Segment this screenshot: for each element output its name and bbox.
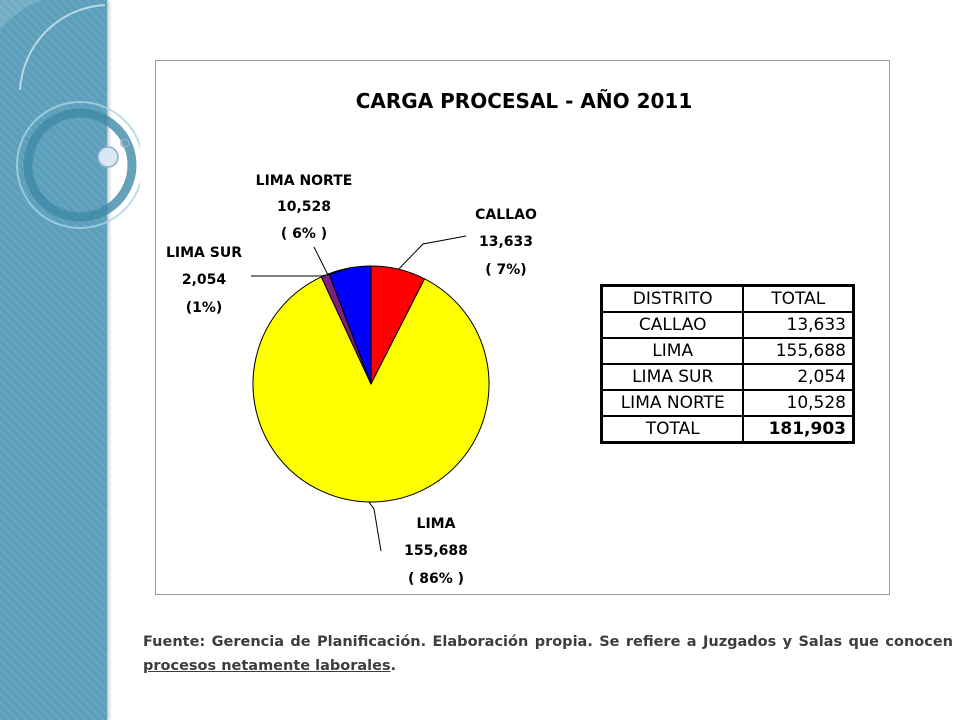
label-pct-lima-norte: ( 6% ) bbox=[281, 226, 327, 242]
chart-title: CARGA PROCESAL - AÑO 2011 bbox=[356, 89, 693, 113]
table-cell-total: 10,528 bbox=[743, 390, 853, 416]
table-cell-total: 13,633 bbox=[743, 312, 853, 338]
table-header-district: DISTRITO bbox=[602, 286, 744, 312]
pie-slices bbox=[252, 265, 490, 503]
table-cell-district: LIMA bbox=[602, 338, 744, 364]
district-table: DISTRITO TOTAL CALLAO 13,633 LIMA 155,68… bbox=[600, 284, 855, 444]
footnote-period: . bbox=[390, 658, 397, 674]
pie-slice-lima bbox=[252, 276, 490, 503]
leader-line-callao bbox=[398, 235, 467, 270]
label-pct-lima-sur: (1%) bbox=[186, 300, 223, 316]
table-total-label: TOTAL bbox=[602, 416, 744, 442]
table-cell-district: LIMA SUR bbox=[602, 364, 744, 390]
table-total-row: TOTAL 181,903 bbox=[602, 416, 853, 442]
source-footnote: Fuente: Gerencia de Planificación. Elabo… bbox=[143, 630, 953, 678]
table-row: LIMA 155,688 bbox=[602, 338, 853, 364]
footnote-underlined-text: procesos netamente laborales bbox=[143, 658, 391, 674]
label-pct-callao: ( 7%) bbox=[485, 262, 526, 278]
label-name-lima-norte: LIMA NORTE bbox=[256, 173, 353, 189]
table-cell-district: LIMA NORTE bbox=[602, 390, 744, 416]
table-row: LIMA SUR 2,054 bbox=[602, 364, 853, 390]
table-cell-total: 2,054 bbox=[743, 364, 853, 390]
table-header-total: TOTAL bbox=[743, 286, 853, 312]
table-cell-district: CALLAO bbox=[602, 312, 744, 338]
label-name-lima: LIMA bbox=[417, 516, 456, 532]
leader-lines bbox=[251, 235, 467, 552]
leader-line-lima bbox=[368, 501, 382, 552]
label-value-lima-norte: 10,528 bbox=[277, 199, 331, 215]
table-row: CALLAO 13,633 bbox=[602, 312, 853, 338]
table-total-value: 181,903 bbox=[743, 416, 853, 442]
pie-chart: CARGA PROCESAL - AÑO 2011 CALLAO 13,633 … bbox=[166, 89, 693, 587]
label-name-callao: CALLAO bbox=[475, 207, 537, 223]
chart-frame: CARGA PROCESAL - AÑO 2011 CALLAO 13,633 … bbox=[155, 60, 890, 595]
leader-line-lima-sur bbox=[251, 274, 326, 277]
label-value-lima-sur: 2,054 bbox=[182, 272, 227, 288]
label-name-lima-sur: LIMA SUR bbox=[166, 245, 242, 261]
table-row: LIMA NORTE 10,528 bbox=[602, 390, 853, 416]
label-pct-lima: ( 86% ) bbox=[408, 571, 464, 587]
table-cell-total: 155,688 bbox=[743, 338, 853, 364]
label-value-callao: 13,633 bbox=[479, 234, 533, 250]
table-header-row: DISTRITO TOTAL bbox=[602, 286, 853, 312]
decorative-circles bbox=[0, 0, 140, 229]
footnote-text: Fuente: Gerencia de Planificación. Elabo… bbox=[143, 634, 953, 650]
leader-line-lima-norte bbox=[313, 246, 350, 276]
label-value-lima: 155,688 bbox=[404, 543, 468, 559]
